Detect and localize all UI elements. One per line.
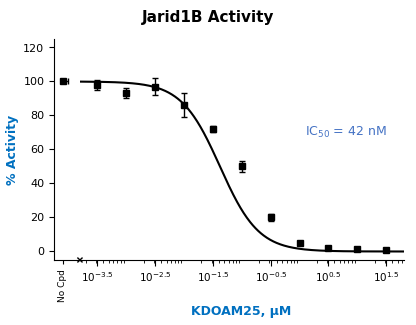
Text: IC$_{50}$ = 42 nM: IC$_{50}$ = 42 nM (305, 125, 387, 140)
Text: Jarid1B Activity: Jarid1B Activity (142, 10, 274, 25)
Text: KDOAM25, μM: KDOAM25, μM (191, 306, 291, 318)
Y-axis label: % Activity: % Activity (6, 114, 19, 185)
